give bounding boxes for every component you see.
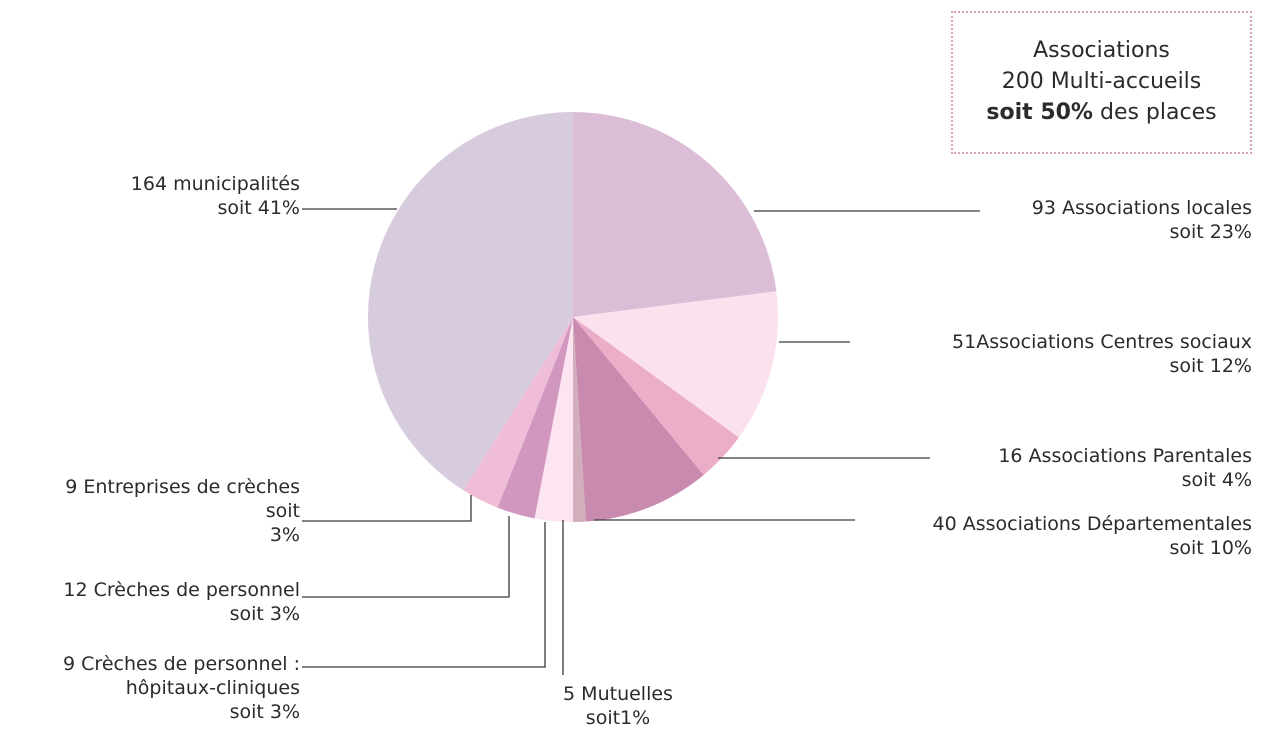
slice-label-line: soit 4% xyxy=(1181,469,1252,491)
pie-slice-0 xyxy=(573,112,777,317)
leader-line-5 xyxy=(302,522,546,668)
slice-label-line: 40 Associations Départementales xyxy=(932,513,1252,535)
slice-label-2: 16 Associations Parentales soit 4% xyxy=(998,444,1252,492)
summary-line-1: Associations xyxy=(1033,38,1170,63)
slice-label-line: soit xyxy=(265,500,300,522)
pie-slice-7 xyxy=(463,317,573,508)
slice-label-0: 93 Associations locales soit 23% xyxy=(1032,196,1252,244)
slice-label-1: 51Associations Centres sociaux soit 12% xyxy=(952,330,1252,378)
pie-slice-1 xyxy=(573,291,778,438)
pie-slice-4 xyxy=(573,317,586,522)
slice-label-line: soit 41% xyxy=(217,197,300,219)
pie-slice-3 xyxy=(573,317,704,522)
slice-label-line: 3% xyxy=(269,524,300,546)
slice-label-5: 9 Crèches de personnel : hôpitaux-cliniqu… xyxy=(63,652,300,724)
slice-label-line: 12 Crèches de personnel xyxy=(63,579,300,601)
slice-label-line: 5 Mutuelles xyxy=(563,683,673,705)
associations-summary-box: Associations 200 Multi-accueils soit 50%… xyxy=(951,11,1252,154)
slice-label-line: 164 municipalités xyxy=(130,173,300,195)
summary-rest: des places xyxy=(1092,100,1217,125)
slice-label-3: 40 Associations Départementales soit 10% xyxy=(932,512,1252,560)
pie-slice-8 xyxy=(368,112,573,491)
slice-label-line: 9 Crèches de personnel : xyxy=(63,653,300,675)
slice-label-line: soit1% xyxy=(585,707,651,729)
summary-line-2: 200 Multi-accueils xyxy=(1001,69,1202,94)
slice-label-line: soit 10% xyxy=(1169,537,1252,559)
summary-line-3: soit 50% des places xyxy=(953,97,1250,128)
pie-slice-6 xyxy=(497,317,573,519)
slice-label-line: 9 Entreprises de crèches xyxy=(65,476,300,498)
leader-line-6 xyxy=(302,516,510,598)
slice-label-7: 9 Entreprises de crèches soit 3% xyxy=(65,475,300,547)
slice-label-line: soit 23% xyxy=(1169,221,1252,243)
slice-label-line: 93 Associations locales xyxy=(1031,197,1252,219)
slice-label-line: soit 12% xyxy=(1169,355,1252,377)
slice-label-line: soit 3% xyxy=(229,603,300,625)
slice-label-line: hôpitaux-cliniques xyxy=(125,677,300,699)
pie-slice-2 xyxy=(573,317,739,475)
leader-line-7 xyxy=(302,495,472,522)
slice-label-line: soit 3% xyxy=(229,701,300,723)
slice-label-line: 51Associations Centres sociaux xyxy=(952,331,1252,353)
summary-percent: soit 50% xyxy=(986,100,1093,125)
slice-label-line: 16 Associations Parentales xyxy=(998,445,1252,467)
slice-label-4: 5 Mutuelles soit1% xyxy=(563,682,673,730)
slice-label-6: 12 Crèches de personnel soit 3% xyxy=(63,578,300,626)
slice-label-8: 164 municipalités soit 41% xyxy=(131,172,300,220)
pie-slice-5 xyxy=(534,317,573,522)
